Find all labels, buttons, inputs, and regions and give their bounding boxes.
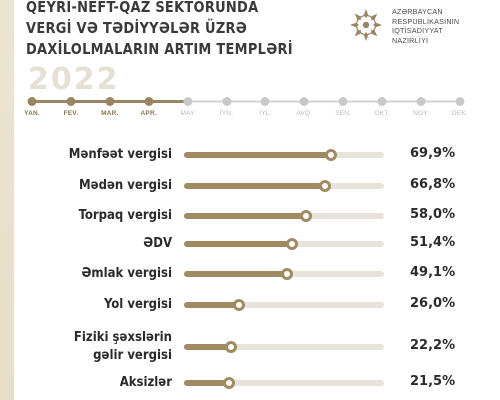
value-label: 22,2% bbox=[410, 338, 456, 353]
category-label: ƏDV bbox=[143, 236, 172, 251]
month-label: İYL. bbox=[259, 110, 272, 117]
month-dot bbox=[183, 97, 193, 106]
bar-track bbox=[184, 377, 384, 389]
month-label: FEV. bbox=[63, 110, 79, 117]
value-label: 21,5% bbox=[410, 374, 456, 389]
bar-fill bbox=[184, 271, 288, 277]
ministry-line: NAZİRLİYİ bbox=[392, 35, 429, 45]
month-dot bbox=[27, 97, 37, 106]
month-label: DEK. bbox=[451, 110, 468, 117]
month-dot bbox=[299, 97, 309, 106]
value-label: 26,0% bbox=[410, 296, 456, 311]
title-line: VERGİ VƏ TƏDİYYƏLƏR ÜZRƏ bbox=[26, 19, 248, 37]
bar-end-marker bbox=[281, 268, 294, 280]
bar-track bbox=[184, 210, 384, 222]
month-label: İYN. bbox=[219, 110, 234, 117]
bar-track bbox=[184, 149, 384, 161]
month-label: APR. bbox=[140, 110, 157, 117]
category-label: Aksizlər bbox=[119, 375, 172, 390]
bar-fill bbox=[184, 344, 231, 350]
bar-end-marker bbox=[300, 210, 313, 222]
month-dot bbox=[222, 97, 231, 106]
value-label: 66,8% bbox=[410, 177, 456, 192]
bar-fill bbox=[184, 241, 293, 247]
bar-end-marker bbox=[232, 299, 245, 311]
bar-fill bbox=[184, 213, 307, 219]
ministry-line: AZƏRBAYCAN bbox=[392, 7, 443, 16]
bar-track bbox=[184, 341, 384, 353]
bar-track bbox=[184, 180, 384, 192]
category-label: Yol vergisi bbox=[103, 297, 172, 312]
month-dot bbox=[455, 97, 465, 106]
year-label: 2022 bbox=[28, 62, 120, 97]
category-label: Mədən vergisi bbox=[79, 178, 172, 193]
bar-track bbox=[184, 299, 384, 311]
ministry-logo-block: AZƏRBAYCAN RESPUBLİKASININ İQTİSADİYYAT … bbox=[348, 3, 486, 59]
month-dot bbox=[377, 97, 387, 106]
value-label: 58,0% bbox=[410, 207, 456, 222]
ministry-line: RESPUBLİKASININ bbox=[392, 16, 460, 26]
bar-end-marker bbox=[223, 377, 236, 389]
ministry-name: AZƏRBAYCAN RESPUBLİKASININ İQTİSADİYYAT … bbox=[392, 7, 488, 45]
bar-end-marker bbox=[286, 238, 299, 250]
value-label: 49,1% bbox=[410, 265, 456, 280]
category-label: Torpaq vergisi bbox=[78, 208, 172, 223]
title-line: DAXİLOLMALARIN ARTIM TEMPLƏRİ bbox=[26, 40, 293, 58]
bar-fill bbox=[184, 152, 332, 158]
month-label: OKT. bbox=[374, 110, 390, 117]
month-dot bbox=[416, 97, 426, 106]
category-label: Mənfəət vergisi bbox=[68, 147, 172, 162]
month-label: YAN. bbox=[24, 110, 40, 117]
bar-end-marker bbox=[325, 149, 338, 161]
month-dot bbox=[338, 97, 348, 106]
month-dot bbox=[260, 97, 270, 106]
bar-fill bbox=[184, 380, 230, 386]
month-label: AVQ. bbox=[296, 110, 313, 117]
month-label: SEN. bbox=[335, 110, 352, 117]
bar-end-marker bbox=[224, 341, 237, 353]
month-label: NOY. bbox=[413, 110, 429, 117]
value-label: 69,9% bbox=[410, 146, 456, 161]
month-dot bbox=[144, 97, 154, 106]
month-timeline: YAN. FEV. MAR. APR. MAY İYN. İYL. AVQ. SEN. OKT. N… bbox=[0, 0, 500, 130]
month-label: MAY bbox=[180, 110, 195, 117]
bar-track bbox=[184, 238, 384, 250]
ministry-emblem-icon bbox=[350, 9, 382, 41]
month-label: MAR. bbox=[101, 110, 119, 117]
category-label: Əmlak vergisi bbox=[81, 266, 172, 281]
bar-track bbox=[184, 268, 384, 280]
ministry-line: İQTİSADİYYAT bbox=[392, 26, 443, 35]
title-line: QEYRİ-NEFT-QAZ SEKTORUNDA bbox=[26, 0, 259, 16]
value-label: 51,4% bbox=[410, 235, 456, 250]
month-dot bbox=[105, 97, 115, 106]
bar-end-marker bbox=[318, 180, 331, 192]
category-label: Fiziki şəxslərin gəlir vergisi bbox=[73, 330, 172, 363]
decorative-side-stripe bbox=[0, 0, 14, 400]
bar-fill bbox=[184, 302, 239, 308]
month-dot bbox=[66, 97, 76, 106]
bar-fill bbox=[184, 183, 325, 189]
page-title: QEYRİ-NEFT-QAZ SEKTORUNDA VERGİ VƏ TƏDİY… bbox=[26, 0, 305, 60]
